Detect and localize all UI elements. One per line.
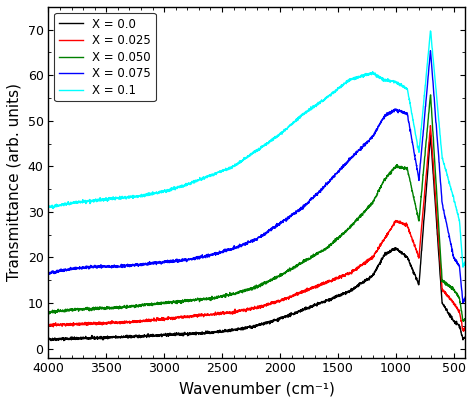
Line: X = 0.1: X = 0.1 xyxy=(48,31,465,267)
X = 0.050 xyxy=(450,286,456,291)
X = 0.1 xyxy=(463,259,468,264)
X = 0.075 xyxy=(374,128,380,133)
X = 0.1 xyxy=(460,265,466,270)
X = 0.0 xyxy=(374,266,380,271)
X = 0.1 xyxy=(46,205,51,210)
Legend: X = 0.0, X = 0.025, X = 0.050, X = 0.075, X = 0.1: X = 0.0, X = 0.025, X = 0.050, X = 0.075… xyxy=(54,13,155,102)
X = 0.050 xyxy=(428,92,434,97)
X = 0.0 xyxy=(463,335,468,340)
X = 0.1 xyxy=(374,73,380,77)
X = 0.050 xyxy=(450,287,456,291)
X-axis label: Wavenumber (cm⁻¹): Wavenumber (cm⁻¹) xyxy=(179,381,335,396)
X = 0.0 xyxy=(451,319,456,324)
X = 0.025 xyxy=(67,323,73,328)
X = 0.050 xyxy=(67,307,73,312)
X = 0.075 xyxy=(248,238,254,243)
Line: X = 0.0: X = 0.0 xyxy=(48,135,465,341)
X = 0.075 xyxy=(428,48,433,53)
X = 0.050 xyxy=(237,289,243,293)
X = 0.025 xyxy=(374,249,380,254)
X = 0.0 xyxy=(237,326,243,331)
X = 0.0 xyxy=(46,337,51,341)
X = 0.050 xyxy=(46,310,51,315)
X = 0.050 xyxy=(463,317,468,322)
X = 0.1 xyxy=(67,201,73,206)
X = 0.1 xyxy=(248,152,254,157)
X = 0.025 xyxy=(237,307,243,312)
X = 0.1 xyxy=(428,29,433,33)
X = 0.0 xyxy=(67,337,73,341)
Y-axis label: Transmittance (arb. units): Transmittance (arb. units) xyxy=(7,83,22,281)
X = 0.075 xyxy=(450,255,456,260)
Line: X = 0.025: X = 0.025 xyxy=(48,126,465,331)
X = 0.025 xyxy=(450,299,456,304)
X = 0.075 xyxy=(237,243,243,248)
X = 0.075 xyxy=(463,295,468,299)
X = 0.0 xyxy=(428,133,433,137)
X = 0.050 xyxy=(460,319,466,324)
X = 0.025 xyxy=(450,301,456,305)
X = 0.025 xyxy=(461,328,466,333)
X = 0.025 xyxy=(248,307,254,312)
X = 0.075 xyxy=(67,268,73,272)
X = 0.050 xyxy=(248,287,254,292)
X = 0.025 xyxy=(463,325,468,330)
X = 0.0 xyxy=(48,338,54,343)
X = 0.075 xyxy=(46,272,51,276)
X = 0.075 xyxy=(450,252,456,257)
X = 0.075 xyxy=(460,300,466,305)
X = 0.025 xyxy=(428,123,433,128)
X = 0.0 xyxy=(248,325,254,330)
Line: X = 0.050: X = 0.050 xyxy=(48,95,465,321)
X = 0.1 xyxy=(237,159,243,164)
X = 0.050 xyxy=(374,193,380,198)
Line: X = 0.075: X = 0.075 xyxy=(48,51,465,303)
X = 0.0 xyxy=(450,318,456,323)
X = 0.1 xyxy=(450,193,456,198)
X = 0.1 xyxy=(450,193,456,197)
X = 0.025 xyxy=(46,323,51,328)
